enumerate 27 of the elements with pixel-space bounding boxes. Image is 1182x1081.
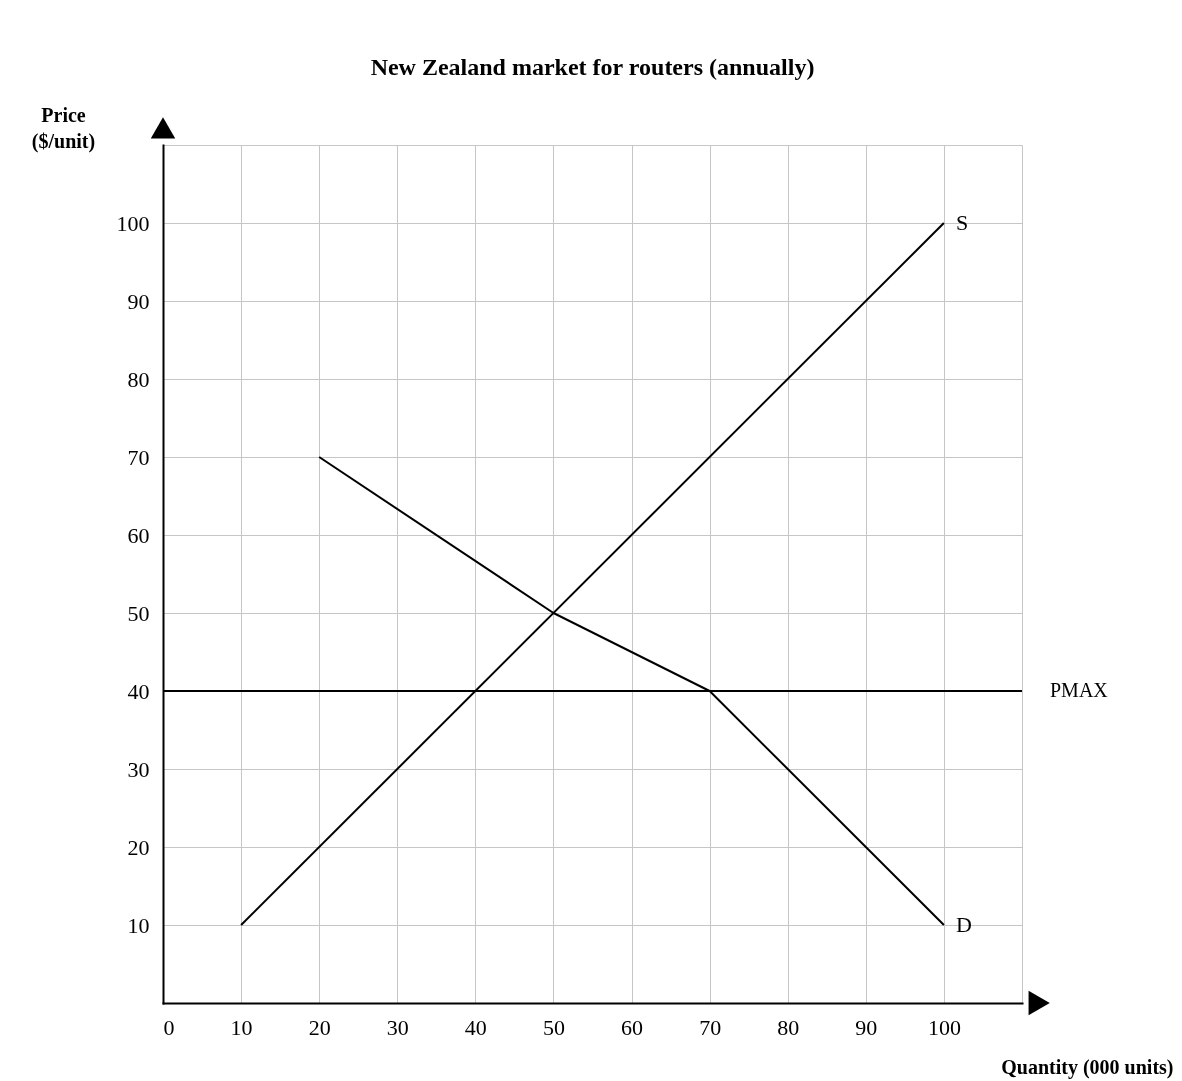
y-tick-label: 90 <box>127 288 150 314</box>
x-tick-label: 30 <box>386 1014 409 1040</box>
y-axis-title: Price ($/unit) <box>31 103 96 153</box>
y-tick-label: 40 <box>127 678 150 704</box>
x-tick-label: 40 <box>464 1014 487 1040</box>
y-tick-label: 30 <box>127 756 150 782</box>
y-tick-label: 100 <box>116 210 150 236</box>
series-label: S <box>955 210 969 235</box>
chart-title: New Zealand market for routers (annually) <box>370 54 815 80</box>
x-axis-title: Quantity (000 units) <box>1001 1055 1174 1079</box>
y-tick-label: 20 <box>127 834 150 860</box>
y-tick-label: 10 <box>127 912 150 938</box>
x-tick-label: 60 <box>621 1014 644 1040</box>
x-tick-label: 70 <box>699 1014 722 1040</box>
x-tick-label: 90 <box>855 1014 878 1040</box>
x-tick-label: 10 <box>230 1014 253 1040</box>
x-tick-label: 80 <box>777 1014 800 1040</box>
series-label: D <box>955 912 972 937</box>
ref-line-label: PMAX <box>1050 679 1109 701</box>
x-tick-label: 50 <box>542 1014 565 1040</box>
y-tick-label: 70 <box>127 444 150 470</box>
x-tick-label: 20 <box>308 1014 331 1040</box>
x-tick-label: 0 <box>163 1014 175 1040</box>
y-tick-label: 50 <box>127 600 150 626</box>
x-tick-label: 100 <box>927 1014 961 1040</box>
y-tick-label: 80 <box>127 366 150 392</box>
y-tick-label: 60 <box>127 522 150 548</box>
